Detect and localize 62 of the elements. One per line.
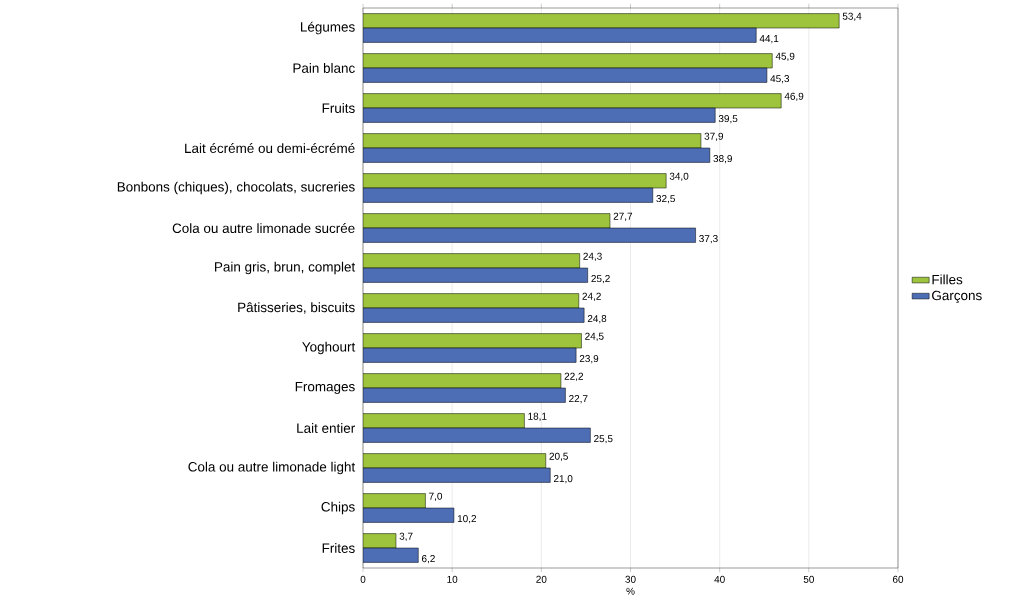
data-label: 24,3 bbox=[583, 252, 602, 261]
bar bbox=[363, 187, 654, 203]
data-label: 18,1 bbox=[528, 412, 547, 421]
y-tick-label: Légumes bbox=[301, 21, 355, 35]
bar bbox=[363, 27, 757, 43]
y-tick-label: Fruits bbox=[322, 103, 355, 113]
data-label: 37,3 bbox=[699, 235, 718, 244]
data-label: 45,3 bbox=[770, 75, 790, 84]
data-label: 21,0 bbox=[553, 475, 573, 484]
x-tick-label: 0 bbox=[360, 575, 366, 583]
x-tick-label: 60 bbox=[892, 575, 904, 583]
data-label: 25,5 bbox=[594, 435, 613, 444]
data-label: 44,1 bbox=[759, 35, 779, 44]
x-tick-label: 30 bbox=[625, 575, 636, 583]
y-tick-label: Pain gris, brun, complet bbox=[215, 261, 356, 275]
x-tick-label: 40 bbox=[714, 575, 725, 583]
y-tick-label: Cola ou autre limonade sucrée bbox=[172, 222, 355, 234]
data-label: 23,9 bbox=[579, 355, 599, 364]
data-label: 3,7 bbox=[399, 532, 413, 541]
bar bbox=[363, 427, 591, 443]
x-tick-label: 50 bbox=[803, 575, 814, 583]
y-tick-label: Chips bbox=[321, 501, 355, 515]
x-tick-label: 20 bbox=[536, 575, 547, 583]
data-label: 6,2 bbox=[421, 555, 435, 564]
data-label: 20,5 bbox=[549, 452, 568, 461]
data-label: 45,9 bbox=[775, 52, 795, 61]
data-label: 24,8 bbox=[587, 315, 607, 324]
bar bbox=[363, 267, 588, 283]
y-tick-label: Bonbons (chiques), chocolats, sucreries bbox=[117, 181, 355, 195]
data-label: 22,2 bbox=[564, 372, 584, 381]
data-label: 25,2 bbox=[591, 275, 610, 284]
data-label: 22,7 bbox=[569, 395, 588, 404]
data-label: 10,2 bbox=[457, 515, 477, 524]
bar bbox=[363, 387, 566, 403]
y-tick-label: Pâtisseries, biscuits bbox=[238, 302, 355, 314]
data-label: 34,0 bbox=[669, 172, 689, 181]
data-label: 24,2 bbox=[582, 292, 601, 301]
data-label: 24,5 bbox=[585, 332, 604, 341]
data-label: 27,7 bbox=[613, 212, 633, 221]
bar bbox=[363, 147, 711, 163]
data-label: 53,4 bbox=[842, 12, 862, 21]
data-label: 46,9 bbox=[784, 92, 804, 101]
legend-label: Filles bbox=[932, 274, 963, 285]
y-tick-label: Cola ou autre limonade light bbox=[188, 461, 356, 475]
x-tick-label: 10 bbox=[447, 575, 458, 583]
y-tick-label: Lait écrémé ou demi-écrémé bbox=[185, 142, 355, 154]
data-label: 39,5 bbox=[718, 115, 738, 124]
bar bbox=[363, 67, 768, 83]
y-tick-label: Frites bbox=[322, 543, 355, 553]
data-label: 37,9 bbox=[704, 132, 724, 141]
y-tick-label: Yoghourt bbox=[302, 341, 356, 355]
y-tick-label: Lait entier bbox=[297, 423, 355, 433]
data-label: 7,0 bbox=[429, 492, 443, 501]
data-label: 38,9 bbox=[713, 155, 732, 164]
data-label: 32,5 bbox=[656, 195, 675, 204]
bar bbox=[363, 467, 551, 483]
y-tick-label: Fromages bbox=[295, 381, 355, 395]
x-axis-title: % bbox=[626, 587, 635, 595]
bar bbox=[363, 227, 696, 243]
bar bbox=[363, 107, 716, 123]
legend-label: Garçons bbox=[932, 290, 982, 303]
y-tick-label: Pain blanc bbox=[293, 63, 355, 73]
